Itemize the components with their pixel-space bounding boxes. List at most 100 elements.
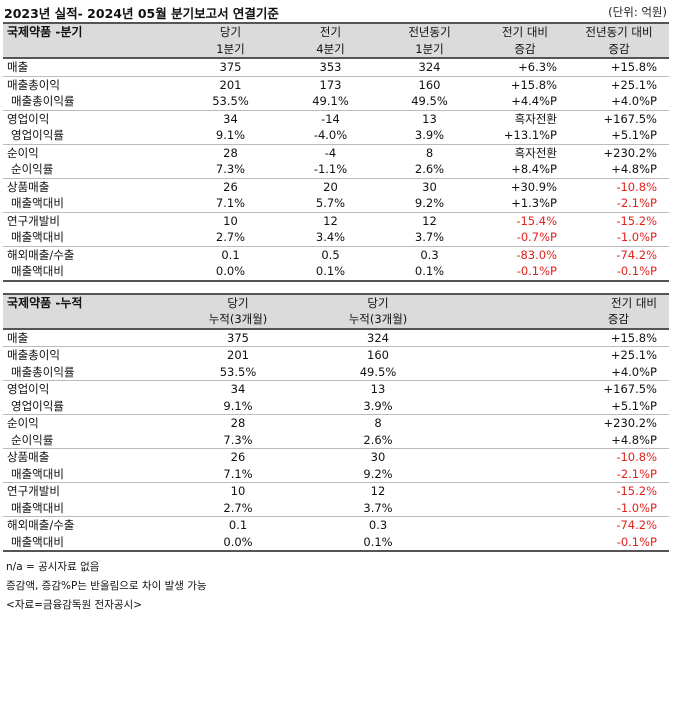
table-row: 매출총이익률 53.5% 49.1% 49.5% +4.4%P +4.0%P bbox=[3, 93, 669, 110]
table-cell: +4.8%P bbox=[611, 162, 657, 176]
table-cell: 173 bbox=[283, 75, 378, 93]
table-cell: -15.2% bbox=[458, 482, 669, 500]
row-label: 순이익 bbox=[3, 143, 178, 161]
table-cell: +5.1%P bbox=[611, 128, 657, 142]
table-row: 매출 375 324 +15.8% bbox=[3, 327, 669, 347]
table-cell: -0.1%P bbox=[458, 533, 669, 552]
cumulative-header-row: 국제약품 -누적 당기 당기 전기 대비 bbox=[3, 292, 669, 311]
row-label: 매출액대비 bbox=[3, 533, 178, 552]
table-row: 매출액대비 2.7% 3.4% 3.7% -0.7%P -1.0%P bbox=[3, 229, 669, 246]
table-cell: 53.5% bbox=[219, 364, 257, 379]
table-cell: 375 bbox=[178, 327, 298, 347]
table-row: 영업이익 34 13 +167.5% bbox=[3, 380, 669, 398]
table-cell: +15.8% bbox=[569, 57, 669, 76]
table-cell: 3.7% bbox=[414, 230, 445, 244]
table-cell: 9.2% bbox=[414, 196, 445, 210]
table-cell: 160 bbox=[298, 346, 458, 364]
table-cell: -83.0% bbox=[481, 245, 569, 263]
table-cell: -2.1%P bbox=[616, 196, 657, 210]
row-label: 영업이익률 bbox=[11, 128, 64, 142]
table-cell: 12 bbox=[298, 482, 458, 500]
table-cell: 13 bbox=[378, 109, 481, 127]
table-cell: 26 bbox=[178, 177, 283, 195]
table-row: 매출액대비 0.0% 0.1% -0.1%P bbox=[3, 533, 669, 552]
table-cell: -0.1%P bbox=[481, 263, 569, 282]
table-cell: +8.4%P bbox=[511, 162, 557, 176]
table-cell: 12 bbox=[378, 211, 481, 229]
table-cell: -1.0%P bbox=[616, 500, 657, 515]
header-blank bbox=[3, 40, 178, 59]
table-cell: -1.0%P bbox=[616, 230, 657, 244]
table-row: 상품매출 26 20 30 +30.9% -10.8% bbox=[3, 177, 669, 195]
row-label: 상품매출 bbox=[3, 177, 178, 195]
table-row: 매출액대비 7.1% 5.7% 9.2% +1.3%P -2.1%P bbox=[3, 195, 669, 212]
note-line: n/a = 공시자료 없음 bbox=[6, 561, 100, 573]
row-label: 매출총이익 bbox=[3, 346, 178, 364]
table-cell: 10 bbox=[178, 211, 283, 229]
col-header-change: 전기 대비 bbox=[458, 292, 669, 311]
table-row: 매출총이익 201 173 160 +15.8% +25.1% bbox=[3, 75, 669, 93]
cumulative-table-label: 국제약품 -누적 bbox=[3, 292, 178, 311]
report-title: 2023년 실적- 2024년 05월 분기보고서 연결기준 bbox=[4, 6, 279, 21]
table-cell: 8 bbox=[378, 143, 481, 161]
table-cell: +30.9% bbox=[481, 177, 569, 195]
table-cell: 2.7% bbox=[215, 230, 246, 244]
notes: n/a = 공시자료 없음 증감액, 증감%P는 반올림으로 차이 발생 가능 … bbox=[6, 558, 673, 615]
table-cell: -10.8% bbox=[569, 177, 669, 195]
col-header-current-cum: 당기 bbox=[178, 292, 298, 311]
table-cell: +5.1%P bbox=[611, 398, 657, 413]
table-cell: 49.5% bbox=[359, 364, 397, 379]
table-cell: -74.2% bbox=[458, 516, 669, 534]
table-cell: 0.1% bbox=[298, 533, 458, 552]
table-cell: 3.9% bbox=[414, 128, 445, 142]
table-cell: 5.7% bbox=[315, 196, 346, 210]
col-subheader-current-cum: 누적(3개월) bbox=[178, 311, 298, 330]
row-label: 매출액대비 bbox=[11, 500, 64, 515]
row-label: 매출 bbox=[3, 327, 178, 347]
table-cell: 3.7% bbox=[363, 500, 393, 515]
table-row: 순이익률 7.3% 2.6% +4.8%P bbox=[3, 432, 669, 449]
table-cell: 28 bbox=[178, 143, 283, 161]
table-cell: -74.2% bbox=[569, 245, 669, 263]
table-cell: 3.4% bbox=[315, 230, 346, 244]
table-cell: 0.0% bbox=[178, 533, 298, 552]
table-row: 순이익 28 8 +230.2% bbox=[3, 414, 669, 432]
table-row: 영업이익 34 -14 13 흑자전환 +167.5% bbox=[3, 109, 669, 127]
header-blank bbox=[3, 311, 178, 330]
table-cell: 0.1 bbox=[178, 245, 283, 263]
table-cell: 28 bbox=[178, 414, 298, 432]
row-label: 영업이익 bbox=[3, 109, 178, 127]
table-cell: +167.5% bbox=[458, 380, 669, 398]
table-cell: 34 bbox=[178, 109, 283, 127]
table-cell: 7.3% bbox=[223, 432, 253, 447]
table-row: 순이익 28 -4 8 흑자전환 +230.2% bbox=[3, 143, 669, 161]
table-cell: 26 bbox=[178, 448, 298, 466]
row-label: 매출액대비 bbox=[3, 263, 178, 282]
quarter-header-row: 국제약품 -분기 당기 전기 전년동기 전기 대비 전년동기 대비 bbox=[3, 22, 669, 41]
table-cell: 7.3% bbox=[215, 162, 246, 176]
table-cell: 0.3 bbox=[298, 516, 458, 534]
table-cell: 8 bbox=[298, 414, 458, 432]
table-cell: 201 bbox=[178, 346, 298, 364]
table-row: 매출 375 353 324 +6.3% +15.8% bbox=[3, 57, 669, 76]
table-cell: 2.7% bbox=[223, 500, 253, 515]
row-label: 매출액대비 bbox=[11, 230, 64, 244]
col-subheader-yoy: 증감 bbox=[569, 40, 669, 59]
table-row: 매출총이익 201 160 +25.1% bbox=[3, 346, 669, 364]
table-cell: +15.8% bbox=[481, 75, 569, 93]
table-row: 해외매출/수출 0.1 0.3 -74.2% bbox=[3, 516, 669, 534]
table-cell: 353 bbox=[283, 57, 378, 76]
table-row: 해외매출/수출 0.1 0.5 0.3 -83.0% -74.2% bbox=[3, 245, 669, 263]
col-subheader-qoq: 증감 bbox=[481, 40, 569, 59]
row-label: 매출 bbox=[3, 57, 178, 76]
col-header-current-cum-2: 당기 bbox=[298, 292, 458, 311]
table-cell: 0.5 bbox=[283, 245, 378, 263]
col-header-last-year: 전년동기 bbox=[378, 22, 481, 41]
row-label: 매출총이익 bbox=[3, 75, 178, 93]
quarter-table: 국제약품 -분기 당기 전기 전년동기 전기 대비 전년동기 대비 1분기 4분… bbox=[3, 22, 669, 282]
col-header-yoy: 전년동기 대비 bbox=[569, 22, 669, 41]
table-cell: +4.4%P bbox=[511, 94, 557, 108]
row-label: 순이익률 bbox=[11, 432, 54, 447]
title-row: 2023년 실적- 2024년 05월 분기보고서 연결기준 (단위: 억원) bbox=[0, 0, 673, 22]
note-line: <자료=금융감독원 전자공시> bbox=[6, 599, 142, 611]
